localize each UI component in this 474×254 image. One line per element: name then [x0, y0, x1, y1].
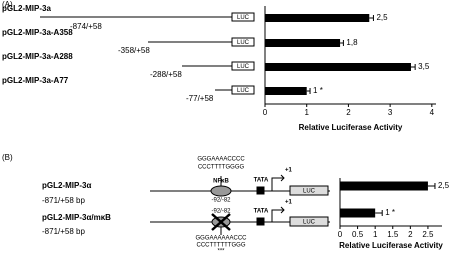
position: -77/+58	[186, 94, 214, 103]
value-label: 3,5	[418, 62, 430, 71]
x-tick-label: 0.5	[352, 230, 364, 239]
site-position: -92/-82	[211, 209, 231, 215]
bar	[265, 14, 370, 22]
x-tick-label: 2.5	[422, 230, 434, 239]
x-axis-label: Relative Luciferase Activity	[299, 123, 403, 132]
x-tick-label: 1	[373, 230, 378, 239]
sequence: CCCTTTTGGGG	[198, 165, 245, 171]
luc: LUC	[237, 40, 250, 46]
category-label: pGL2-MIP-3a	[2, 4, 51, 13]
luc: LUC	[237, 88, 250, 94]
luc: LUC	[303, 189, 316, 195]
panel-label: (A)	[2, 0, 13, 9]
x-tick-label: 4	[430, 108, 435, 117]
value-label: 1 *	[385, 208, 395, 217]
tss: +1	[285, 200, 293, 206]
tata: TATA	[254, 178, 269, 184]
category-label: pGL2-MIP-3α/mκB	[42, 213, 111, 222]
error-bar	[369, 15, 374, 21]
error-bar	[427, 183, 436, 189]
category-label: pGL2-MIP-3a-A288	[2, 52, 73, 61]
x-tick-label: 2	[346, 108, 351, 117]
nfkb: NFκB	[213, 179, 229, 185]
mutation-marks: ***	[217, 249, 225, 254]
category-label: pGL2-MIP-3α	[42, 181, 91, 190]
luc: LUC	[303, 220, 316, 226]
sequence: GGGAAAAAACCC	[195, 236, 247, 242]
category-label: pGL2-MIP-3a-A358	[2, 28, 73, 37]
constructs-a	[40, 12, 255, 95]
luc: LUC	[237, 64, 250, 70]
position: -358/+58	[118, 46, 150, 55]
error-bar	[375, 210, 383, 216]
sequence: GGGAAAACCCC	[197, 157, 245, 163]
tss: +1	[285, 168, 293, 174]
x-tick-label: 3	[388, 108, 393, 117]
bar	[265, 87, 307, 95]
x-tick-label: 1	[304, 108, 309, 117]
bar	[265, 63, 411, 71]
panel-label: (B)	[2, 153, 13, 162]
error-bar	[410, 64, 416, 70]
x-axis-label: Relative Luciferase Activity	[339, 241, 443, 250]
luc: LUC	[237, 15, 250, 21]
tata: TATA	[254, 209, 269, 215]
site-position: -92/-82	[211, 198, 231, 204]
position: -871/+58 bp	[42, 196, 85, 205]
bar	[265, 39, 341, 47]
bar	[340, 181, 428, 191]
error-bar	[306, 88, 311, 94]
value-label: 1 *	[313, 86, 323, 95]
x-tick-label: 1.5	[387, 230, 399, 239]
bar	[340, 208, 376, 218]
position: -871/+58 bp	[42, 227, 85, 236]
x-tick-label: 0	[338, 230, 343, 239]
x-tick-label: 0	[263, 108, 268, 117]
value-label: 2,5	[438, 181, 450, 190]
position: -288/+58	[150, 70, 182, 79]
category-label: pGL2-MIP-3a-A77	[2, 76, 69, 85]
position: -874/+58	[70, 22, 102, 31]
value-label: 1,8	[346, 38, 358, 47]
error-bar	[340, 40, 344, 46]
value-label: 2,5	[376, 13, 388, 22]
x-tick-label: 2	[408, 230, 413, 239]
sequence: CCCTTTTTTGGG	[197, 243, 246, 249]
constructs-b	[150, 174, 330, 235]
